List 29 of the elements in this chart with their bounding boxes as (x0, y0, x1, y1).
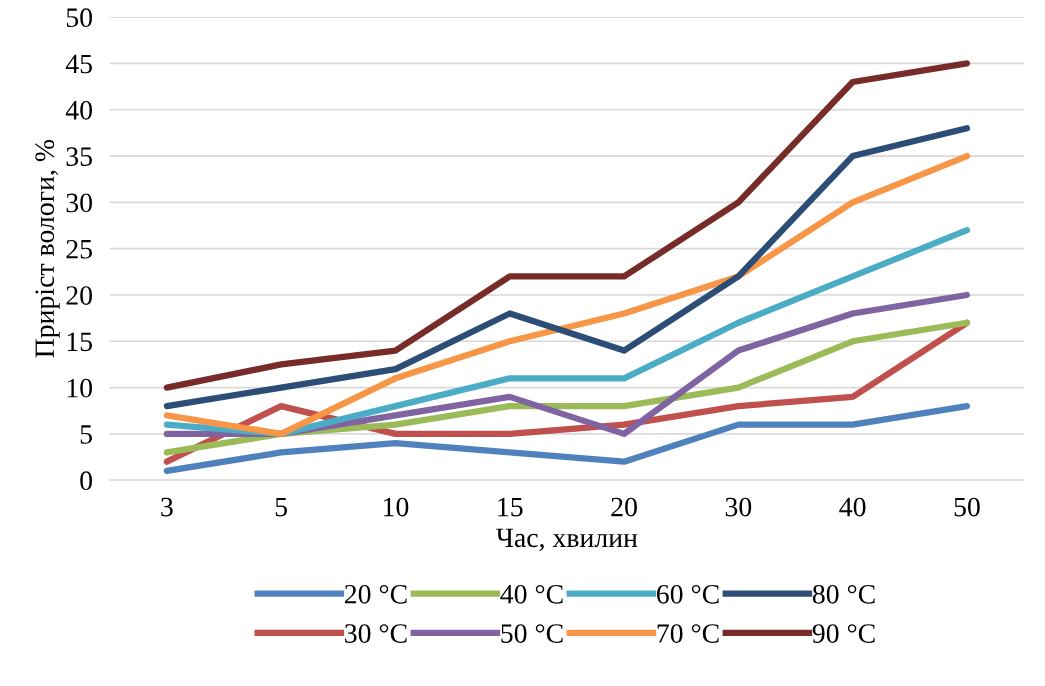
y-tick-label: 40 (65, 100, 92, 120)
legend-label: 60 °C (656, 584, 719, 604)
y-tick-label: 20 (66, 286, 92, 305)
y-tick-label: 10 (67, 378, 92, 398)
x-tick-label: 15 (498, 497, 523, 517)
x-tick-label: 30 (725, 497, 752, 517)
legend-label: 80 °C (812, 584, 875, 604)
legend-label: 20 °C (344, 584, 407, 604)
y-tick-label: 30 (66, 193, 92, 213)
legend-label: 30 °C (345, 624, 407, 643)
y-tick-label: 15 (67, 332, 92, 352)
x-axis-title: Час, хвилин (496, 528, 638, 552)
y-tick-label: 50 (66, 8, 92, 28)
x-tick-label: 3 (161, 497, 173, 517)
legend-label: 90 °C (812, 624, 875, 643)
y-axis-title: Приріст вологи, % (35, 139, 60, 358)
y-tick-label: 0 (80, 471, 92, 491)
x-tick-label: 10 (384, 497, 409, 517)
y-tick-label: 35 (66, 147, 92, 166)
legend-label: 70 °C (657, 624, 719, 643)
legend-label: 40 °C (500, 584, 563, 604)
x-tick-label: 50 (954, 497, 980, 517)
y-tick-label: 45 (65, 54, 92, 74)
x-tick-label: 5 (275, 497, 288, 517)
y-tick-label: 25 (66, 239, 92, 259)
y-tick-label: 5 (80, 425, 92, 444)
x-tick-label: 20 (611, 497, 637, 517)
legend-label: 50 °C (501, 624, 563, 643)
x-tick-label: 40 (839, 497, 866, 517)
